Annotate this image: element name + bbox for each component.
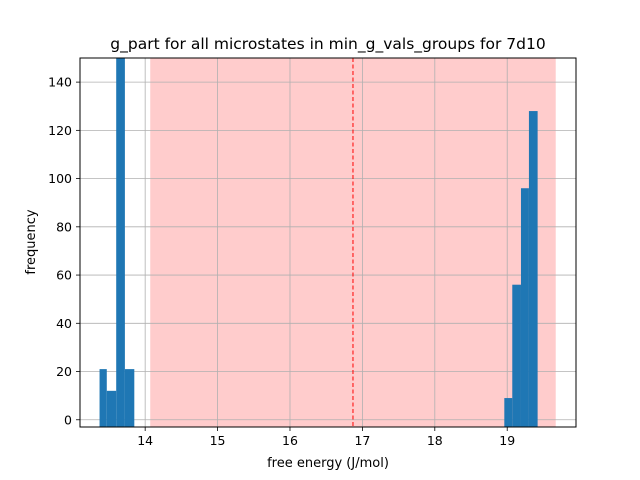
axes-frame xyxy=(79,57,577,428)
histogram-bar xyxy=(504,398,513,427)
x-axis-label: free energy (J/mol) xyxy=(267,456,389,471)
histogram-bar xyxy=(520,188,529,427)
y-tick-label: 80 xyxy=(56,219,72,234)
chart-title: g_part for all microstates in min_g_vals… xyxy=(110,35,545,54)
histogram-bar xyxy=(512,284,521,427)
x-tick-label: 14 xyxy=(137,433,153,448)
x-tick-label: 17 xyxy=(354,433,370,448)
y-tick-label: 0 xyxy=(64,412,72,427)
x-tick-label: 15 xyxy=(210,433,226,448)
x-tick-label: 18 xyxy=(427,433,443,448)
y-tick-label: 120 xyxy=(48,123,72,138)
histogram-bar xyxy=(528,111,538,427)
y-tick-label: 20 xyxy=(56,364,72,379)
x-tick-label: 19 xyxy=(499,433,515,448)
y-tick-label: 140 xyxy=(48,75,72,90)
y-axis-label: frequency xyxy=(24,209,39,275)
y-tick-label: 100 xyxy=(48,171,72,186)
y-tick-label: 60 xyxy=(56,268,72,283)
histogram-bar xyxy=(116,58,125,427)
y-tick-label: 40 xyxy=(56,316,72,331)
x-tick-label: 16 xyxy=(282,433,298,448)
histogram-bar xyxy=(106,390,117,427)
histogram-bar xyxy=(99,369,107,427)
histogram-bar xyxy=(124,369,135,427)
